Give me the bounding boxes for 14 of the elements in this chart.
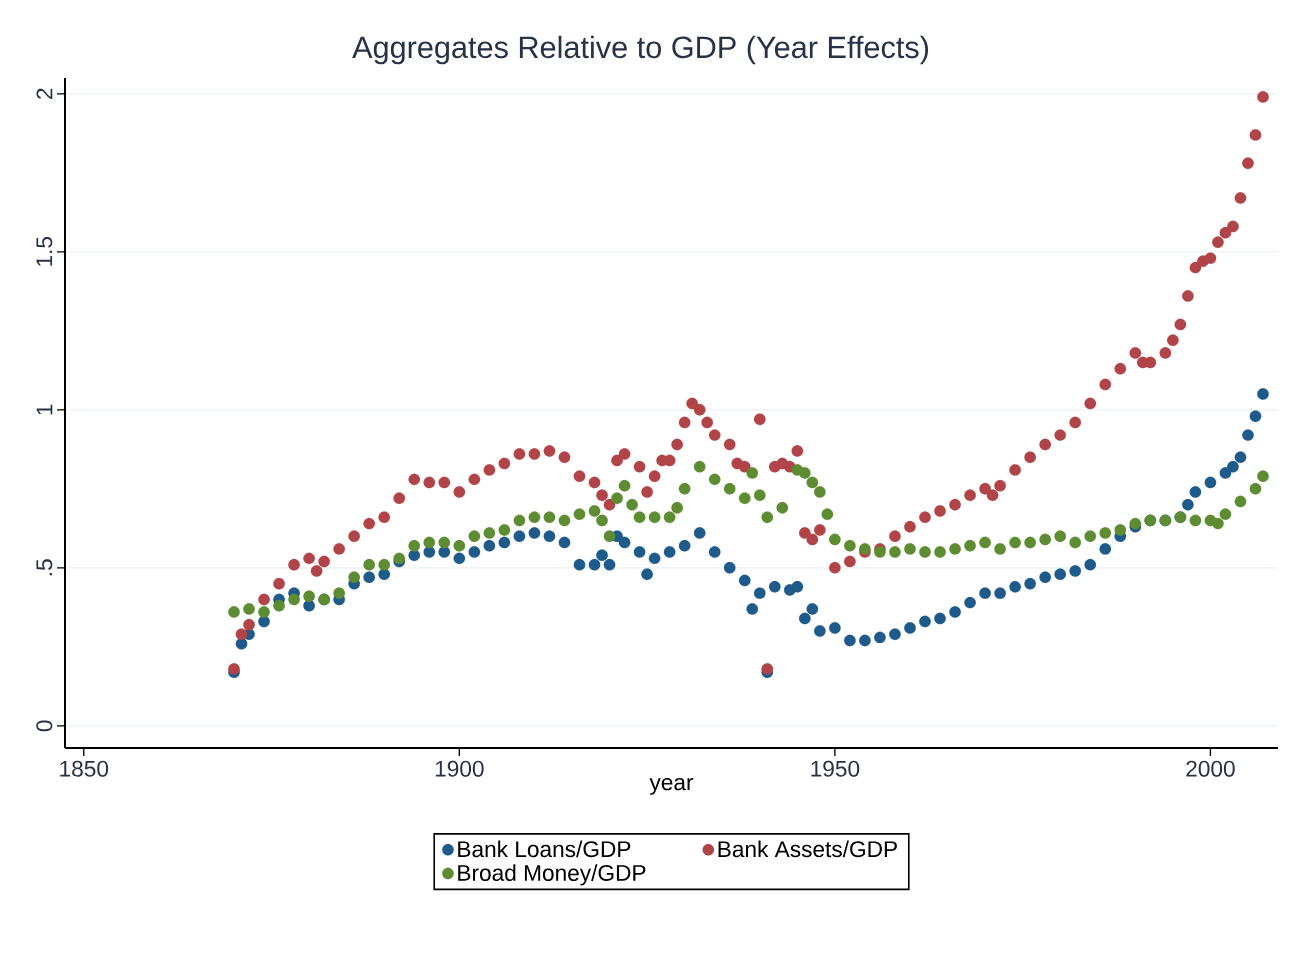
legend-label: Broad Money/GDP (458, 864, 646, 886)
x-tick-label: 2000 (1186, 760, 1235, 777)
chart-title: Aggregates Relative to GDP (Year Effects) (352, 35, 929, 65)
x-tick-label: 1950 (811, 760, 860, 777)
y-tick-label: .5 (36, 559, 53, 576)
x-tick-label: 1850 (60, 760, 109, 777)
x-tick-label: 1900 (435, 760, 484, 777)
legend-label: Bank Assets/GDP (718, 840, 897, 858)
x-axis-title: year (649, 777, 694, 795)
y-tick-label: 2 (36, 88, 53, 99)
y-tick-label: 1 (36, 404, 53, 415)
y-tick-label: 1.5 (36, 237, 53, 266)
y-tick-label: 0 (36, 720, 53, 732)
legend-label: Bank Loans/GDP (458, 840, 631, 858)
